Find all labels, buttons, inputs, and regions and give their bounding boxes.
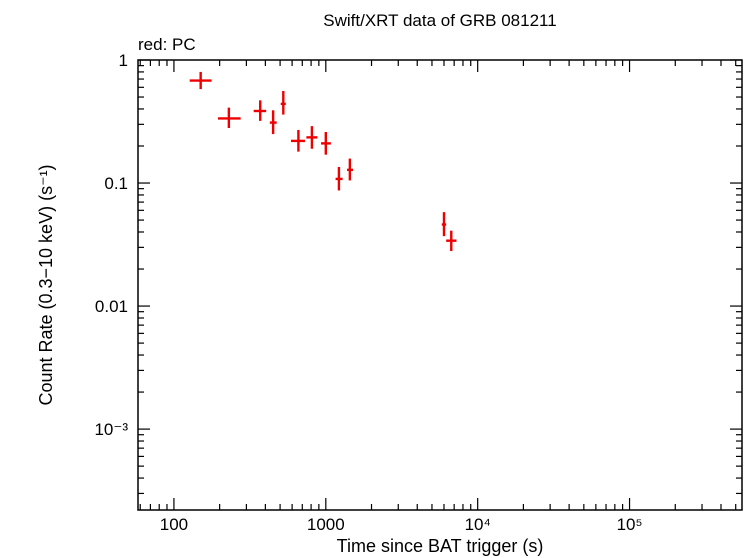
data-points <box>189 71 457 252</box>
chart-title: Swift/XRT data of GRB 081211 <box>323 11 556 30</box>
data-point <box>321 131 331 155</box>
y-axis-label: Count Rate (0.3−10 keV) (s⁻¹) <box>36 164 56 405</box>
x-tick-label: 100 <box>160 515 188 534</box>
data-point <box>446 230 457 252</box>
data-point <box>253 100 267 121</box>
data-point <box>269 110 277 135</box>
data-point <box>335 166 343 191</box>
plot-frame <box>137 59 743 511</box>
axis-ticks <box>138 59 742 510</box>
x-tick-label: 1000 <box>307 515 345 534</box>
data-point <box>280 90 286 115</box>
data-point <box>441 212 447 237</box>
y-tick-label: 10⁻³ <box>94 420 128 439</box>
data-point <box>347 158 353 181</box>
axis-tick-labels: 100 1000 10⁴ 10⁵ 1 0.1 0.01 10⁻³ <box>94 51 642 534</box>
data-point <box>217 107 241 129</box>
data-point <box>291 129 306 152</box>
y-tick-label: 0.1 <box>104 174 128 193</box>
chart-subtitle: red: PC <box>138 35 196 54</box>
y-tick-label: 1 <box>119 51 128 70</box>
data-point <box>189 71 212 90</box>
x-axis-label: Time since BAT trigger (s) <box>337 536 544 556</box>
x-tick-label: 10⁴ <box>465 515 491 534</box>
x-tick-label: 10⁵ <box>617 515 643 534</box>
data-point <box>306 126 318 149</box>
y-tick-label: 0.01 <box>95 297 128 316</box>
